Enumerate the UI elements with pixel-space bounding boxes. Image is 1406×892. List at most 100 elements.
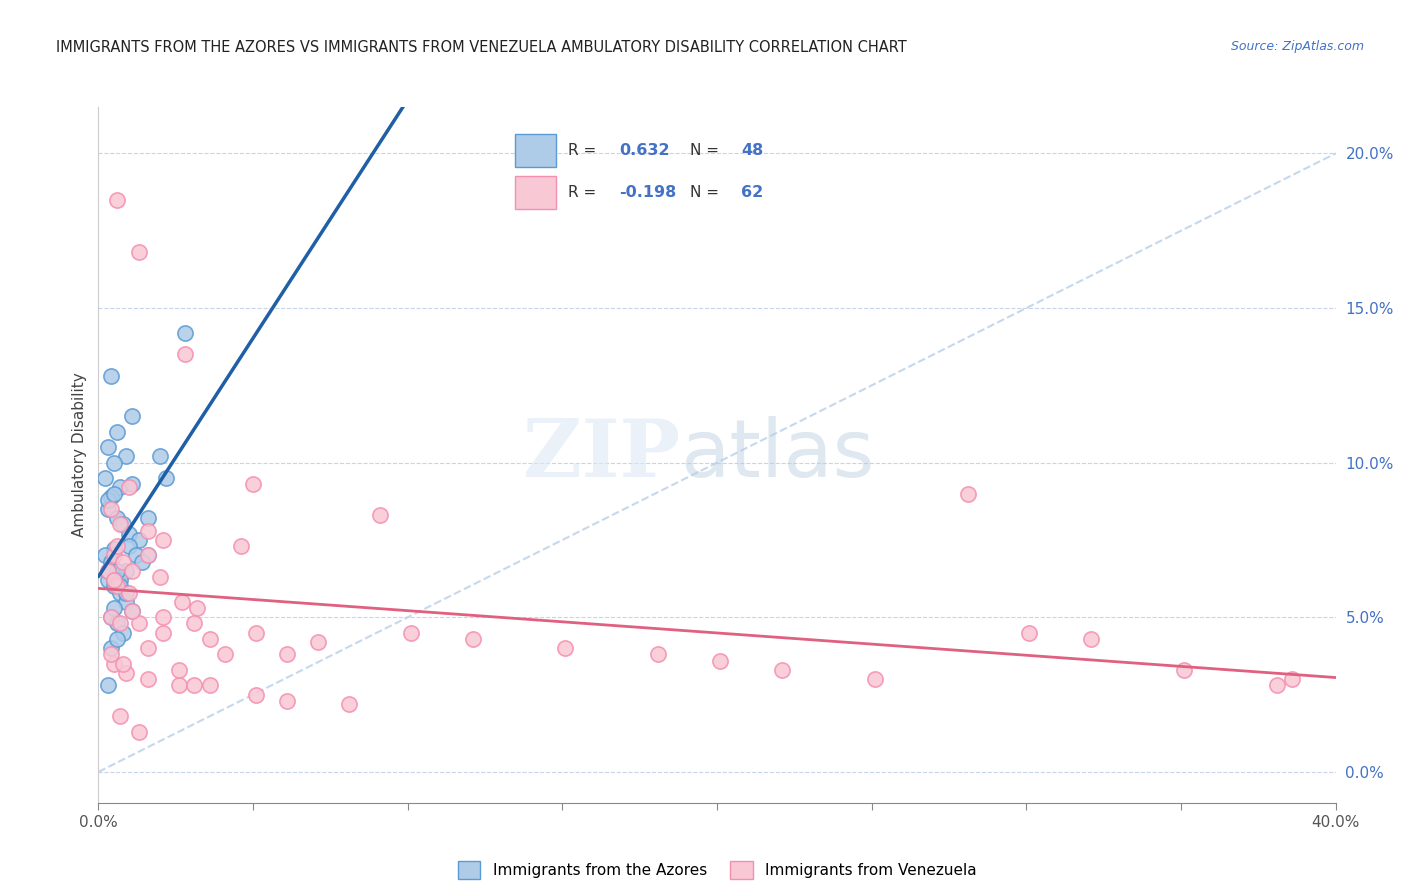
Point [97, 678, 120, 692]
Point [276, 648, 298, 662]
Point [1018, 625, 1040, 640]
Point [103, 657, 125, 671]
Point [399, 625, 422, 640]
Point [100, 641, 122, 656]
Point [152, 625, 174, 640]
Point [115, 595, 138, 609]
Point [112, 555, 135, 569]
Point [152, 610, 174, 624]
Text: -0.198: -0.198 [619, 186, 676, 201]
Text: 0.632: 0.632 [619, 143, 669, 158]
Point [97, 573, 120, 587]
Point [97, 440, 120, 454]
Point [276, 694, 298, 708]
Point [100, 610, 122, 624]
Point [100, 648, 122, 662]
Point [103, 573, 125, 587]
Point [863, 672, 886, 686]
Text: R =: R = [568, 143, 602, 158]
Point [108, 517, 131, 532]
Point [245, 688, 267, 702]
Point [136, 524, 159, 538]
Point [118, 480, 141, 494]
Point [105, 579, 128, 593]
Point [103, 601, 125, 615]
Point [368, 508, 391, 523]
Point [770, 663, 793, 677]
Legend: Immigrants from the Azores, Immigrants from Venezuela: Immigrants from the Azores, Immigrants f… [451, 855, 983, 886]
Point [108, 709, 131, 723]
Point [118, 585, 141, 599]
Point [121, 477, 143, 491]
Point [307, 635, 329, 649]
Point [183, 678, 205, 692]
Point [136, 511, 159, 525]
Point [115, 564, 138, 578]
Point [174, 326, 197, 340]
Point [112, 625, 135, 640]
Point [100, 555, 122, 569]
Point [956, 486, 979, 500]
Point [131, 555, 153, 569]
Point [149, 450, 172, 464]
Point [108, 616, 131, 631]
FancyBboxPatch shape [516, 177, 555, 210]
Point [108, 579, 131, 593]
Point [100, 555, 122, 569]
Text: R =: R = [568, 186, 602, 201]
Y-axis label: Ambulatory Disability: Ambulatory Disability [72, 373, 87, 537]
Point [100, 502, 122, 516]
Point [105, 564, 128, 578]
Point [128, 724, 150, 739]
Point [1281, 672, 1303, 686]
Point [128, 533, 150, 547]
Text: atlas: atlas [681, 416, 875, 494]
Point [112, 657, 135, 671]
Point [108, 573, 131, 587]
Point [167, 678, 190, 692]
Point [128, 245, 150, 260]
FancyBboxPatch shape [516, 134, 555, 167]
Point [105, 616, 128, 631]
Point [121, 604, 143, 618]
Text: ZIP: ZIP [523, 416, 681, 494]
Point [128, 616, 150, 631]
Point [105, 539, 128, 553]
Point [167, 663, 190, 677]
Point [97, 564, 120, 578]
Point [647, 648, 669, 662]
Point [103, 456, 125, 470]
Point [118, 539, 141, 553]
Point [229, 539, 252, 553]
Point [121, 604, 143, 618]
Point [100, 369, 122, 384]
Point [103, 542, 125, 557]
Point [100, 610, 122, 624]
Point [152, 533, 174, 547]
Point [136, 641, 159, 656]
Text: 62: 62 [741, 186, 763, 201]
Point [1265, 678, 1288, 692]
Point [103, 579, 125, 593]
Point [136, 549, 159, 563]
Point [198, 632, 221, 646]
Point [112, 517, 135, 532]
Point [108, 585, 131, 599]
Point [115, 585, 138, 599]
Point [136, 549, 159, 563]
Point [115, 450, 138, 464]
Point [337, 697, 360, 711]
Point [115, 665, 138, 680]
Text: IMMIGRANTS FROM THE AZORES VS IMMIGRANTS FROM VENEZUELA AMBULATORY DISABILITY CO: IMMIGRANTS FROM THE AZORES VS IMMIGRANTS… [56, 40, 907, 55]
Point [93, 471, 115, 485]
Point [245, 625, 267, 640]
Point [124, 549, 146, 563]
Point [121, 409, 143, 424]
Point [186, 601, 208, 615]
Point [155, 471, 177, 485]
Point [97, 564, 120, 578]
Point [1173, 663, 1195, 677]
Point [136, 672, 159, 686]
Point [100, 490, 122, 504]
Point [121, 564, 143, 578]
